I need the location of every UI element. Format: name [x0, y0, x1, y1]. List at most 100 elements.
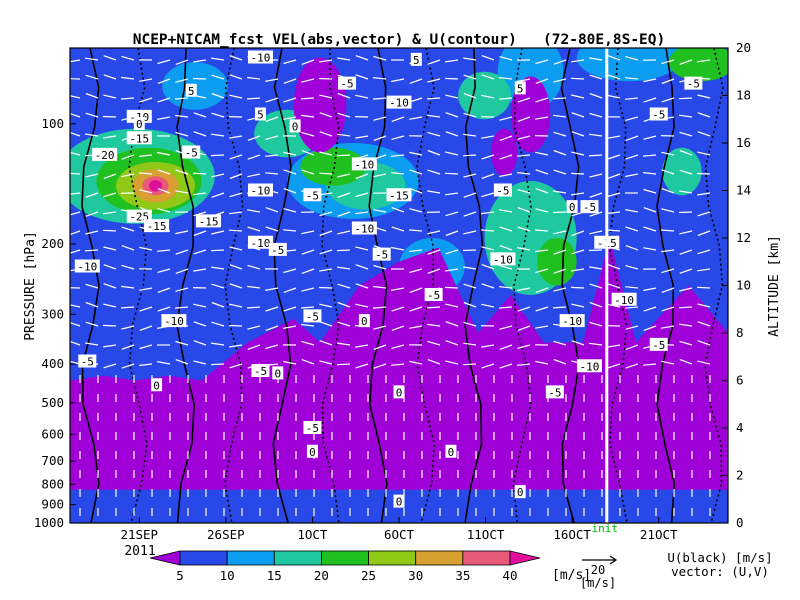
wind-vector: [661, 325, 675, 329]
contour-label: -10: [354, 158, 374, 171]
wind-vector: [319, 321, 333, 327]
wind-vector: [121, 245, 135, 251]
wind-vector: [229, 192, 243, 198]
wind-vector: [229, 154, 243, 160]
wind-vector: [661, 97, 675, 103]
wind-vector: [283, 78, 297, 84]
wind-vector: [607, 264, 621, 270]
wind-vector: [571, 59, 585, 63]
colorbar-segment: [368, 550, 417, 566]
wind-vector: [391, 135, 405, 140]
wind-vector: [517, 97, 531, 103]
u-contour-line: [704, 48, 724, 523]
wind-vector: [679, 340, 693, 346]
wind-vector: [679, 169, 693, 175]
wind-vector: [337, 342, 351, 346]
altitude-tick-label: 20: [736, 40, 751, 55]
x-tick-label: 6OCT: [384, 527, 415, 542]
wind-vector: [463, 283, 477, 289]
wind-vector: [337, 321, 351, 327]
wind-vector: [265, 306, 279, 312]
wind-vector: [85, 133, 99, 137]
wind-vector: [211, 230, 225, 235]
contour-label: -10: [580, 360, 600, 373]
wind-vector: [589, 321, 603, 327]
wind-vector: [625, 56, 639, 61]
wind-vector: [625, 226, 639, 232]
contour-label: -5: [306, 310, 319, 323]
contour-label: -10: [251, 185, 271, 198]
contour-label-box: [649, 107, 668, 121]
wind-vector: [499, 245, 513, 251]
wind-vector: [625, 77, 639, 80]
wind-vector: [175, 169, 189, 175]
wind-vector: [426, 306, 441, 309]
wind-vector: [192, 172, 207, 175]
wind-vector: [283, 59, 297, 65]
wind-vector: [607, 344, 621, 348]
wind-vector: [102, 229, 117, 232]
contour-label: -10: [562, 315, 582, 328]
contour-label: 0: [274, 367, 281, 380]
contour-label: -5: [81, 356, 94, 369]
wind-vector: [517, 325, 531, 331]
wind-vector: [697, 230, 711, 237]
wind-vector: [589, 266, 603, 270]
wind-vector: [211, 301, 225, 308]
colorbar-segment: [321, 550, 369, 566]
wind-vector: [210, 249, 225, 252]
wind-vector: [409, 169, 423, 175]
wind-vector: [409, 208, 423, 213]
wind-vector: [283, 97, 297, 103]
wind-vector: [85, 92, 99, 99]
wind-vector: [319, 151, 333, 156]
wind-vector: [643, 247, 657, 251]
wind-vector: [103, 344, 117, 348]
wind-vector: [120, 97, 135, 100]
wind-vector: [139, 246, 153, 251]
wind-vector: [336, 154, 351, 157]
weak-wind-blob: [510, 76, 551, 153]
contour-label-box: [490, 252, 516, 266]
wind-vector: [570, 77, 585, 80]
wind-vector: [679, 358, 693, 365]
weak-wind-region: [70, 238, 728, 523]
wind-vector: [211, 57, 225, 61]
contour-label-box: [393, 385, 405, 399]
wind-vector: [211, 74, 225, 80]
contour-label-box: [424, 288, 443, 301]
wind-vector: [553, 249, 567, 255]
wind-vector: [553, 358, 567, 365]
wind-vector: [589, 283, 603, 289]
wind-vector: [697, 112, 711, 118]
altitude-tick-label: 6: [736, 373, 744, 388]
wind-vector: [499, 77, 513, 80]
wind-vector: [625, 325, 639, 330]
contour-label: -5: [271, 244, 284, 257]
wind-vector: [193, 303, 207, 308]
wind-vector: [481, 211, 495, 215]
wind-vector: [409, 188, 423, 194]
wind-vector: [85, 57, 99, 61]
wind-vector: [174, 306, 189, 309]
contour-label: 5: [517, 82, 524, 95]
contour-label-box: [151, 378, 163, 392]
wind-vector: [481, 192, 495, 198]
contour-label: -15: [129, 132, 149, 145]
wind-vector: [625, 154, 639, 160]
wind-vector: [175, 359, 189, 365]
wind-vector: [589, 230, 603, 235]
vector-scale-value: 20: [591, 563, 605, 577]
contour-label: -5: [254, 365, 267, 378]
wind-vector: [229, 363, 243, 369]
wind-vector: [535, 188, 549, 194]
wind-vector: [210, 154, 225, 157]
wind-vector: [552, 211, 567, 214]
wind-vector: [463, 57, 477, 61]
contour-label-box: [247, 183, 273, 197]
wind-vector: [372, 306, 387, 309]
pressure-tick-label: 100: [41, 116, 64, 131]
wind-vector: [121, 154, 135, 160]
wind-vector: [318, 172, 333, 175]
wind-vector: [337, 211, 351, 217]
